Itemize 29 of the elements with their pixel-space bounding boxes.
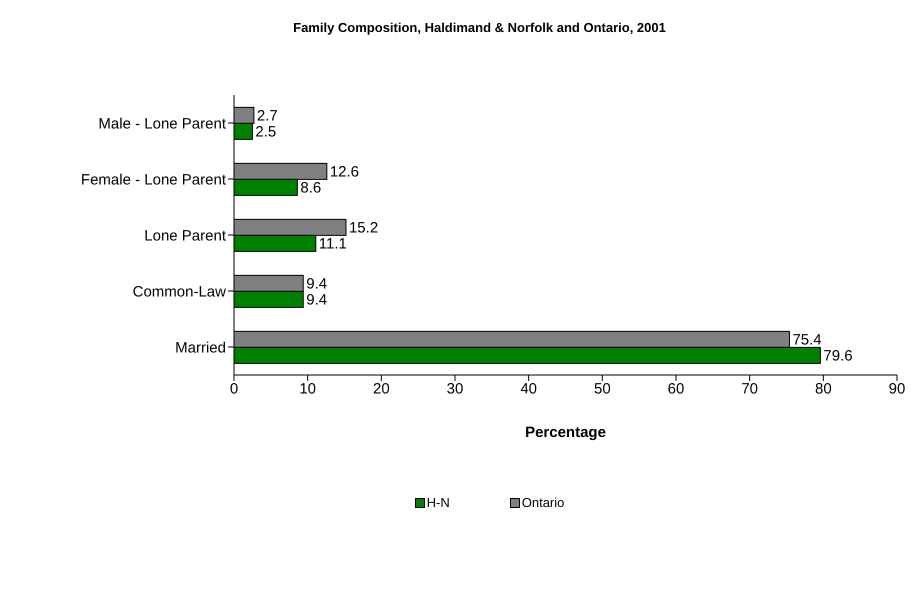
y-tick-label: Married — [175, 339, 226, 356]
x-tick-label: 10 — [299, 380, 316, 398]
x-tick-label: 20 — [372, 380, 390, 398]
x-tick-label: 0 — [230, 380, 238, 398]
y-tick-label: Female - Lone Parent — [80, 171, 227, 188]
x-tick-label: 90 — [888, 380, 906, 398]
data-label: 11.1 — [318, 236, 347, 253]
data-label: 2.5 — [255, 124, 276, 141]
x-tick-label: 30 — [446, 380, 464, 398]
legend-label: Ontario — [522, 495, 564, 510]
x-tick-label: 70 — [741, 380, 758, 398]
x-axis-title: Percentage — [525, 424, 606, 441]
data-label: 15.2 — [348, 220, 378, 237]
x-tick-label: 50 — [594, 380, 611, 398]
data-label: 9.4 — [306, 292, 328, 309]
y-tick-label: Male - Lone Parent — [98, 115, 227, 132]
y-tick-label: Common-Law — [132, 283, 226, 300]
data-label: 79.6 — [823, 348, 853, 365]
data-label: 8.6 — [300, 180, 322, 197]
chart-title: Family Composition, Haldimand & Norfolk and Ontario, 2001 — [292, 20, 667, 35]
data-label: 9.4 — [306, 276, 328, 293]
x-tick-label: 60 — [668, 380, 684, 398]
data-label: 2.7 — [256, 108, 278, 125]
data-label: 12.6 — [330, 164, 360, 181]
x-tick-label: 40 — [520, 380, 538, 398]
x-tick-label: 80 — [814, 380, 832, 398]
legend-label: H-N — [426, 495, 450, 510]
data-label: 75.4 — [792, 332, 822, 349]
y-tick-label: Lone Parent — [144, 227, 227, 244]
